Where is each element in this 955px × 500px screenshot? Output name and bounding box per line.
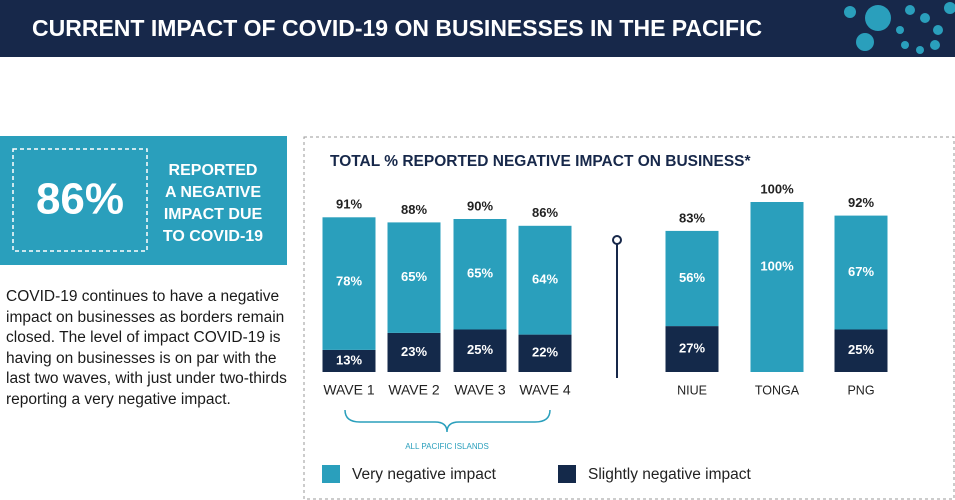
group-label: ALL PACIFIC ISLANDS	[405, 442, 489, 451]
legend-label: Very negative impact	[352, 466, 497, 483]
total-label: 86%	[532, 205, 558, 220]
callout-frame	[12, 148, 148, 252]
bar-label: 78%	[336, 274, 362, 289]
bar-segment	[322, 349, 376, 372]
bar-segment	[834, 329, 888, 372]
bar-label: 22%	[532, 345, 558, 360]
bar-label: 23%	[401, 344, 427, 359]
total-label: 90%	[467, 198, 493, 213]
header-bar	[0, 0, 955, 57]
bar-label: 25%	[467, 342, 493, 357]
bar-label: 13%	[336, 352, 362, 367]
legend-swatch	[322, 465, 340, 483]
bar-segment	[518, 225, 572, 335]
category-label: TONGA	[755, 383, 800, 397]
plot: 13% 78% 91% WAVE 1 23% 65% 88% WAVE 2 25% 65% 90% W…	[322, 181, 888, 483]
category-label: NIUE	[677, 383, 707, 397]
chart-frame	[303, 136, 955, 500]
header-title: CURRENT IMPACT OF COVID-19 ON BUSINESSES…	[32, 15, 762, 41]
bar-segment	[322, 217, 376, 350]
category-label: WAVE 4	[519, 382, 571, 398]
bar-label: 25%	[848, 342, 874, 357]
bar-segment	[387, 332, 441, 372]
bar-label: 67%	[848, 264, 874, 279]
category-label: PNG	[847, 383, 874, 397]
category-label: WAVE 2	[388, 382, 440, 398]
total-label: 91%	[336, 197, 362, 212]
callout-line: IMPACT DUE	[164, 206, 263, 223]
bar-label: 100%	[760, 258, 794, 273]
body-paragraph: COVID-19 continues to have a negative im…	[6, 288, 287, 408]
group-brace	[344, 409, 551, 433]
callout-text: REPORTED A NEGATIVE IMPACT DUE TO COVID-19	[163, 162, 263, 245]
bar-segment	[453, 329, 507, 372]
bar-label: 65%	[467, 266, 493, 281]
bar-label: 64%	[532, 272, 558, 287]
bar-segment	[518, 334, 572, 372]
bar-segment	[834, 215, 888, 330]
callout-line: TO COVID-19	[163, 228, 263, 245]
callout-line: A NEGATIVE	[165, 184, 261, 201]
callout-box	[0, 136, 287, 265]
total-label: 100%	[760, 181, 794, 196]
legend-swatch	[558, 465, 576, 483]
bar-label: 56%	[679, 270, 705, 285]
header-dots	[844, 2, 955, 54]
legend-label: Slightly negative impact	[588, 466, 752, 483]
bar-segment	[750, 202, 804, 372]
bar-segment	[665, 230, 719, 327]
bar-label: 65%	[401, 269, 427, 284]
category-label: WAVE 3	[454, 382, 506, 398]
divider-dot	[612, 235, 622, 245]
bar-segment	[387, 222, 441, 333]
bar-segment	[453, 219, 507, 330]
callout-stat: 86%	[36, 175, 124, 224]
category-label: WAVE 1	[323, 382, 375, 398]
callout-line: REPORTED	[169, 162, 258, 179]
total-label: 83%	[679, 210, 705, 225]
bar-label: 27%	[679, 340, 705, 355]
bar-segment	[665, 326, 719, 372]
chart-title: TOTAL % REPORTED NEGATIVE IMPACT ON BUSI…	[330, 153, 752, 170]
total-label: 88%	[401, 202, 427, 217]
total-label: 92%	[848, 195, 874, 210]
